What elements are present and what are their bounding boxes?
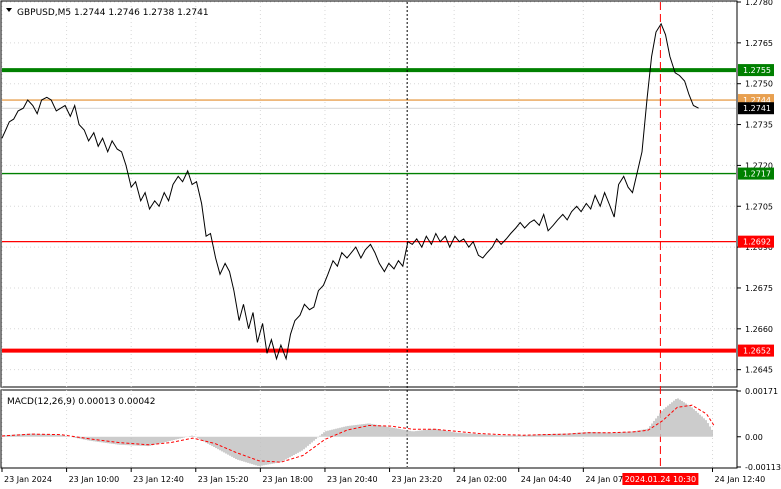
y-tick-label: 1.2735: [745, 121, 773, 130]
y-tick-label: 1.2705: [745, 202, 773, 211]
x-tick-label: 24 Jan 12:40: [715, 475, 766, 484]
price-line: [1, 22, 699, 361]
price-axis: 1.2780 1.2765 1.2750 1.2735 1.2720 1.2705 1.26…: [737, 0, 773, 375]
level-label-bg: [738, 167, 774, 180]
price-layer: [1, 22, 699, 361]
price-pane-frame: [0, 0, 738, 388]
grid-layer: [1, 1, 736, 467]
y-tick-label: 1.2750: [745, 80, 773, 89]
y-tick-label: 1.2675: [745, 284, 773, 293]
macd-signal-line: [1, 404, 715, 463]
macd-title: MACD(12,26,9) 0.00013 0.00042: [7, 397, 156, 407]
x-tick-label: 23 Jan 23:20: [392, 475, 443, 484]
x-tick-label: 24 Jan 07:20: [585, 475, 636, 484]
chart-title: GBPUSD,M5 1.2744 1.2746 1.2738 1.2741: [17, 8, 209, 18]
y-tick-label: 1.2660: [745, 325, 773, 334]
collapse-triangle-icon[interactable]: [6, 8, 12, 12]
x-tick-label: 23 Jan 20:40: [327, 475, 378, 484]
level-label-bg: [738, 344, 774, 357]
vertical-markers: [406, 2, 661, 467]
level-label: 1.2717: [743, 170, 771, 179]
x-tick-label: 24 Jan 02:00: [456, 475, 507, 484]
level-label-bg: [738, 235, 774, 248]
x-tick-label: 24 Jan 04:40: [521, 475, 572, 484]
highlighted-time-label-bg: [622, 473, 699, 485]
y-tick-label: 1.2645: [745, 366, 773, 375]
level-label-bg: [738, 64, 774, 77]
x-tick-label: 23 Jan 12:40: [133, 475, 184, 484]
highlighted-time-label: 2024.01.24 10:30: [625, 475, 696, 484]
y-tick-label: 1.2780: [745, 0, 773, 7]
macd-pane-frame: [0, 389, 738, 469]
level-label: 1.2744: [743, 96, 771, 105]
x-tick-label: 23 Jan 10:00: [69, 475, 120, 484]
x-tick-label: 23 Jan 15:20: [198, 475, 249, 484]
x-tick-label: 23 Jan 18:00: [262, 475, 313, 484]
level-label: 1.2652: [743, 347, 771, 356]
macd-axis: 0.00171 0.00 -0.00113: [737, 387, 781, 472]
x-tick-label: 23 Jan 2024: [4, 475, 52, 484]
level-label-bg: [738, 102, 774, 115]
macd-y-tick-label: 0.00171: [745, 387, 778, 396]
level-lines: [2, 68, 736, 353]
macd-y-tick-label: 0.00: [745, 433, 763, 442]
macd-layer: [1, 398, 715, 466]
level-label: 1.2692: [743, 238, 771, 247]
level-label: 1.2755: [743, 66, 771, 75]
y-tick-label: 1.2765: [745, 39, 773, 48]
level-label: 1.2741: [743, 104, 771, 113]
y-tick-label: 1.2720: [745, 161, 773, 170]
time-axis: 23 Jan 2024 23 Jan 10:00 23 Jan 12:40 23 Ja…: [1, 468, 766, 485]
macd-y-tick-label: -0.00113: [745, 463, 781, 472]
